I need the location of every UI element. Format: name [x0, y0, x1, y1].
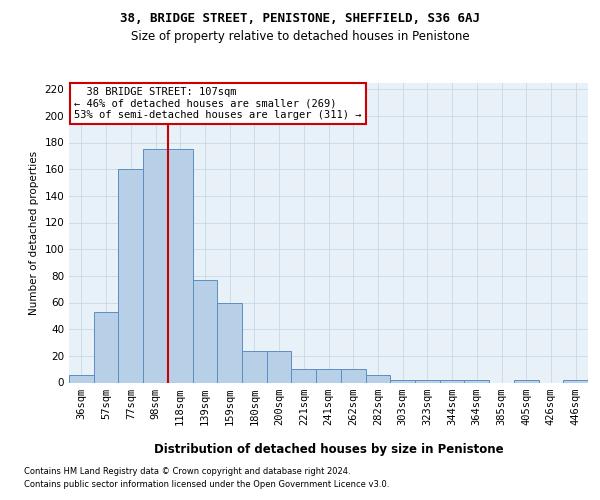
Text: Contains public sector information licensed under the Open Government Licence v3: Contains public sector information licen… — [24, 480, 389, 489]
Text: Size of property relative to detached houses in Penistone: Size of property relative to detached ho… — [131, 30, 469, 43]
Text: 38, BRIDGE STREET, PENISTONE, SHEFFIELD, S36 6AJ: 38, BRIDGE STREET, PENISTONE, SHEFFIELD,… — [120, 12, 480, 24]
Bar — [365, 374, 390, 382]
Bar — [415, 380, 440, 382]
Bar — [390, 380, 415, 382]
Bar — [143, 149, 168, 382]
Text: Distribution of detached houses by size in Penistone: Distribution of detached houses by size … — [154, 442, 503, 456]
Bar — [94, 312, 118, 382]
Bar — [514, 380, 539, 382]
Bar — [168, 149, 193, 382]
Text: Contains HM Land Registry data © Crown copyright and database right 2024.: Contains HM Land Registry data © Crown c… — [24, 467, 350, 476]
Bar — [217, 302, 242, 382]
Bar — [341, 369, 365, 382]
Bar — [193, 280, 217, 382]
Bar — [242, 350, 267, 382]
Bar — [118, 169, 143, 382]
Bar — [267, 350, 292, 382]
Y-axis label: Number of detached properties: Number of detached properties — [29, 150, 39, 314]
Text: 38 BRIDGE STREET: 107sqm
← 46% of detached houses are smaller (269)
53% of semi-: 38 BRIDGE STREET: 107sqm ← 46% of detach… — [74, 87, 362, 120]
Bar — [563, 380, 588, 382]
Bar — [69, 374, 94, 382]
Bar — [316, 369, 341, 382]
Bar — [440, 380, 464, 382]
Bar — [464, 380, 489, 382]
Bar — [292, 369, 316, 382]
